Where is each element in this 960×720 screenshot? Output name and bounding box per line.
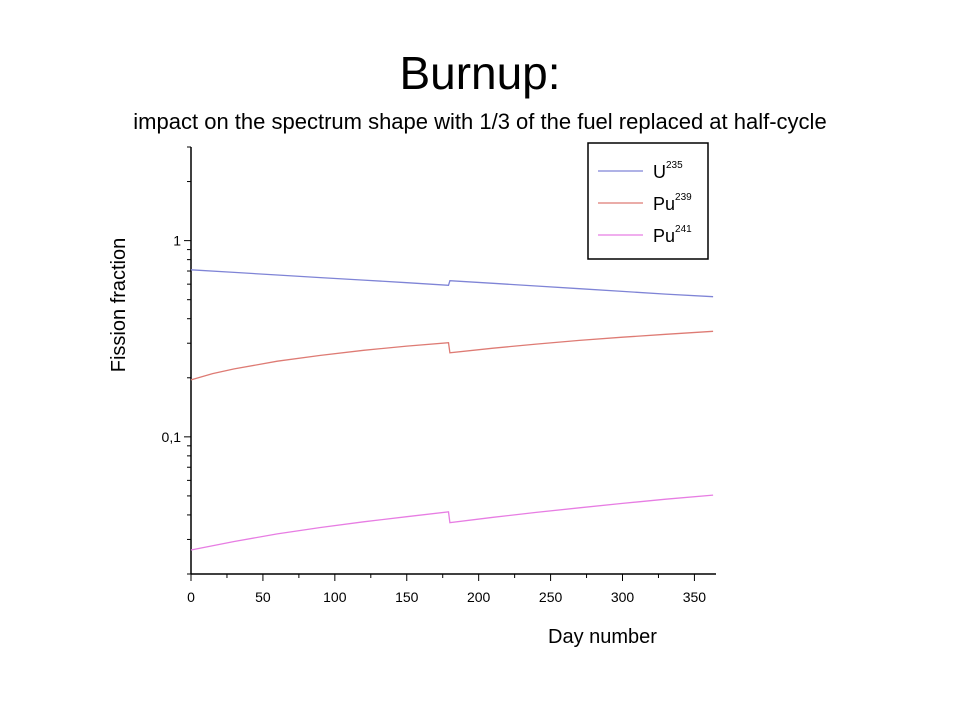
series-line-u235: [190, 269, 714, 298]
x-tick-label: 350: [683, 589, 707, 605]
x-tick-label: 200: [467, 589, 491, 605]
chart-series-lines: [190, 269, 714, 551]
x-tick-label: 300: [611, 589, 635, 605]
x-tick-label: 0: [187, 589, 195, 605]
slide-title: Burnup:: [399, 47, 561, 99]
x-axis-label: Day number: [548, 626, 657, 648]
chart-axes: 0 50 100 150 200 250 300 350 0,1 1: [162, 146, 716, 605]
y-tick-label: 0,1: [162, 429, 182, 445]
x-tick-label: 100: [323, 589, 347, 605]
slide-subtitle: impact on the spectrum shape with 1/3 of…: [133, 109, 827, 134]
legend-entry-superscript: 239: [675, 192, 692, 203]
series-line-pu241: [190, 494, 714, 551]
legend-box: [587, 142, 709, 260]
y-tick-label: 1: [173, 233, 181, 249]
legend-entry-superscript: 241: [675, 224, 692, 235]
legend-entry-superscript: 235: [666, 160, 683, 171]
y-axis-label: Fission fraction: [108, 237, 130, 373]
x-tick-label: 150: [395, 589, 419, 605]
x-tick-label: 50: [255, 589, 271, 605]
series-line-pu239: [190, 330, 714, 381]
x-tick-label: 250: [539, 589, 563, 605]
